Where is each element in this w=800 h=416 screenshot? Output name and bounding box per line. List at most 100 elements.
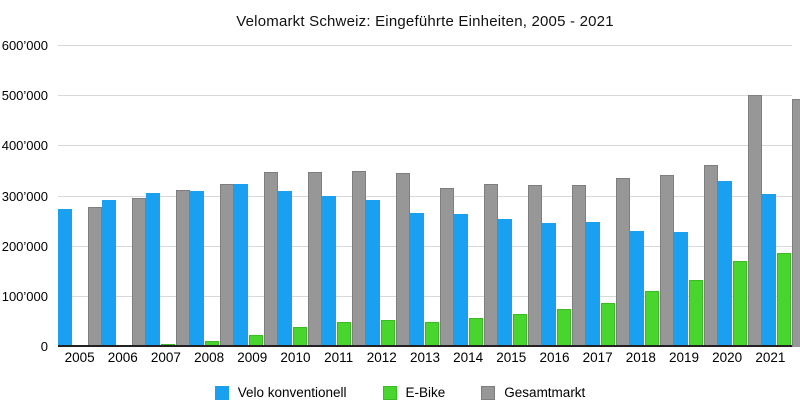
x-tick-label: 2009 — [237, 350, 268, 365]
bar-gesamtmarkt-2012 — [396, 172, 410, 347]
bar-velo-konventionell-2017 — [586, 221, 600, 347]
gridline — [58, 145, 792, 147]
bar-velo-konventionell-2010 — [278, 191, 292, 347]
bar-group-2014 — [454, 46, 498, 347]
bar-gesamtmarkt-2014 — [484, 184, 498, 347]
bar-gesamtmarkt-2015 — [528, 185, 542, 347]
bar-group-2006 — [102, 46, 146, 347]
gridline — [58, 45, 792, 46]
x-tick-label: 2005 — [64, 350, 95, 365]
legend-swatch — [382, 385, 397, 400]
x-tick-label: 2015 — [496, 350, 527, 365]
bar-e-bike-2017 — [601, 302, 615, 347]
bar-gesamtmarkt-2018 — [660, 174, 674, 347]
bar-group-2009 — [234, 46, 278, 347]
bar-gesamtmarkt-2019 — [704, 165, 718, 347]
bar-velo-konventionell-2007 — [146, 193, 160, 347]
bar-gesamtmarkt-2008 — [220, 184, 234, 347]
bar-group-2007 — [146, 46, 190, 347]
legend-label: E-Bike — [405, 385, 446, 400]
bar-group-2008 — [190, 46, 234, 347]
bar-e-bike-2018 — [645, 290, 659, 347]
bar-group-2010 — [278, 46, 322, 347]
bar-group-2015 — [498, 46, 542, 347]
y-tick-label: 500’000 — [1, 88, 48, 104]
y-tick-label: 300’000 — [1, 188, 48, 204]
bar-e-bike-2010 — [293, 327, 307, 347]
bar-e-bike-2008 — [205, 340, 219, 347]
bar-gesamtmarkt-2011 — [352, 170, 366, 347]
y-tick-label: 200’000 — [1, 238, 48, 254]
bar-group-2011 — [322, 46, 366, 347]
bar-gesamtmarkt-2007 — [176, 189, 190, 347]
bar-gesamtmarkt-2009 — [264, 171, 278, 347]
y-tick-label: 100’000 — [1, 288, 48, 304]
bar-velo-konventionell-2005 — [58, 209, 72, 347]
gridline — [58, 245, 792, 247]
gridline — [58, 295, 792, 297]
bar-e-bike-2013 — [425, 321, 439, 347]
x-tick-label: 2006 — [107, 350, 138, 365]
bar-groups — [58, 46, 800, 347]
legend-label: Gesamtmarkt — [504, 385, 586, 400]
bar-velo-konventionell-2021 — [762, 193, 776, 347]
bar-velo-konventionell-2016 — [542, 222, 556, 347]
bar-velo-konventionell-2006 — [102, 199, 116, 347]
bar-e-bike-2016 — [557, 308, 571, 347]
bar-gesamtmarkt-2016 — [572, 184, 586, 347]
bar-group-2005 — [58, 46, 102, 347]
bar-gesamtmarkt-2020 — [748, 94, 762, 347]
chart-title: Velomarkt Schweiz: Eingeführte Einheiten… — [236, 13, 614, 30]
bar-gesamtmarkt-2005 — [88, 207, 102, 347]
bar-e-bike-2011 — [337, 321, 351, 347]
x-axis-labels: 2005 2006 2007 2008 2009 2010 2011 2012 2013 2014… — [58, 350, 792, 365]
y-tick-label: 600’000 — [1, 38, 48, 53]
y-tick-label: 0 — [40, 339, 48, 354]
bar-velo-konventionell-2012 — [366, 199, 380, 347]
bar-group-2021 — [762, 46, 800, 347]
x-tick-label: 2016 — [539, 350, 570, 365]
bar-group-2017 — [586, 46, 630, 347]
bar-e-bike-2015 — [513, 313, 527, 347]
bar-gesamtmarkt-2013 — [440, 187, 454, 347]
y-axis-labels: 0 100’000 200’000 300’000 400’000 500’000 600’… — [0, 39, 48, 354]
x-tick-label: 2007 — [150, 350, 181, 365]
bar-gesamtmarkt-2010 — [308, 171, 322, 347]
bar-group-2020 — [718, 46, 762, 347]
x-tick-label: 2008 — [194, 350, 225, 365]
bar-velo-konventionell-2008 — [190, 190, 204, 347]
bar-e-bike-2021 — [777, 253, 791, 347]
x-tick-label: 2018 — [625, 350, 656, 365]
bar-velo-konventionell-2018 — [630, 231, 644, 347]
legend-item-gesamtmarkt: Gesamtmarkt — [481, 385, 585, 400]
gridline — [58, 95, 792, 97]
bar-gesamtmarkt-2006 — [132, 197, 146, 347]
legend-swatch — [214, 385, 229, 400]
bar-velo-konventionell-2014 — [454, 213, 468, 347]
bar-group-2013 — [410, 46, 454, 347]
legend-label: Velo konventionell — [237, 385, 347, 400]
legend-swatch — [481, 385, 496, 400]
x-tick-label: 2021 — [755, 350, 786, 365]
x-tick-label: 2014 — [453, 350, 484, 365]
bar-gesamtmarkt-2021 — [792, 98, 800, 347]
bar-velo-konventionell-2013 — [410, 213, 424, 347]
bar-e-bike-2014 — [469, 317, 483, 347]
plot-area — [58, 45, 800, 347]
x-tick-label: 2020 — [712, 350, 743, 365]
bar-e-bike-2020 — [733, 261, 747, 347]
gridline — [58, 195, 792, 197]
bar-gesamtmarkt-2017 — [616, 177, 630, 347]
x-axis-line — [58, 345, 792, 347]
bar-group-2016 — [542, 46, 586, 347]
y-tick-label: 400’000 — [1, 138, 48, 154]
bar-velo-konventionell-2020 — [718, 181, 732, 347]
bar-velo-konventionell-2011 — [322, 196, 336, 347]
x-tick-label: 2011 — [324, 350, 354, 365]
bar-e-bike-2012 — [381, 320, 395, 347]
bar-e-bike-2019 — [689, 280, 703, 347]
x-tick-label: 2019 — [668, 350, 700, 365]
bar-group-2018 — [630, 46, 674, 347]
bar-velo-konventionell-2009 — [234, 183, 248, 347]
